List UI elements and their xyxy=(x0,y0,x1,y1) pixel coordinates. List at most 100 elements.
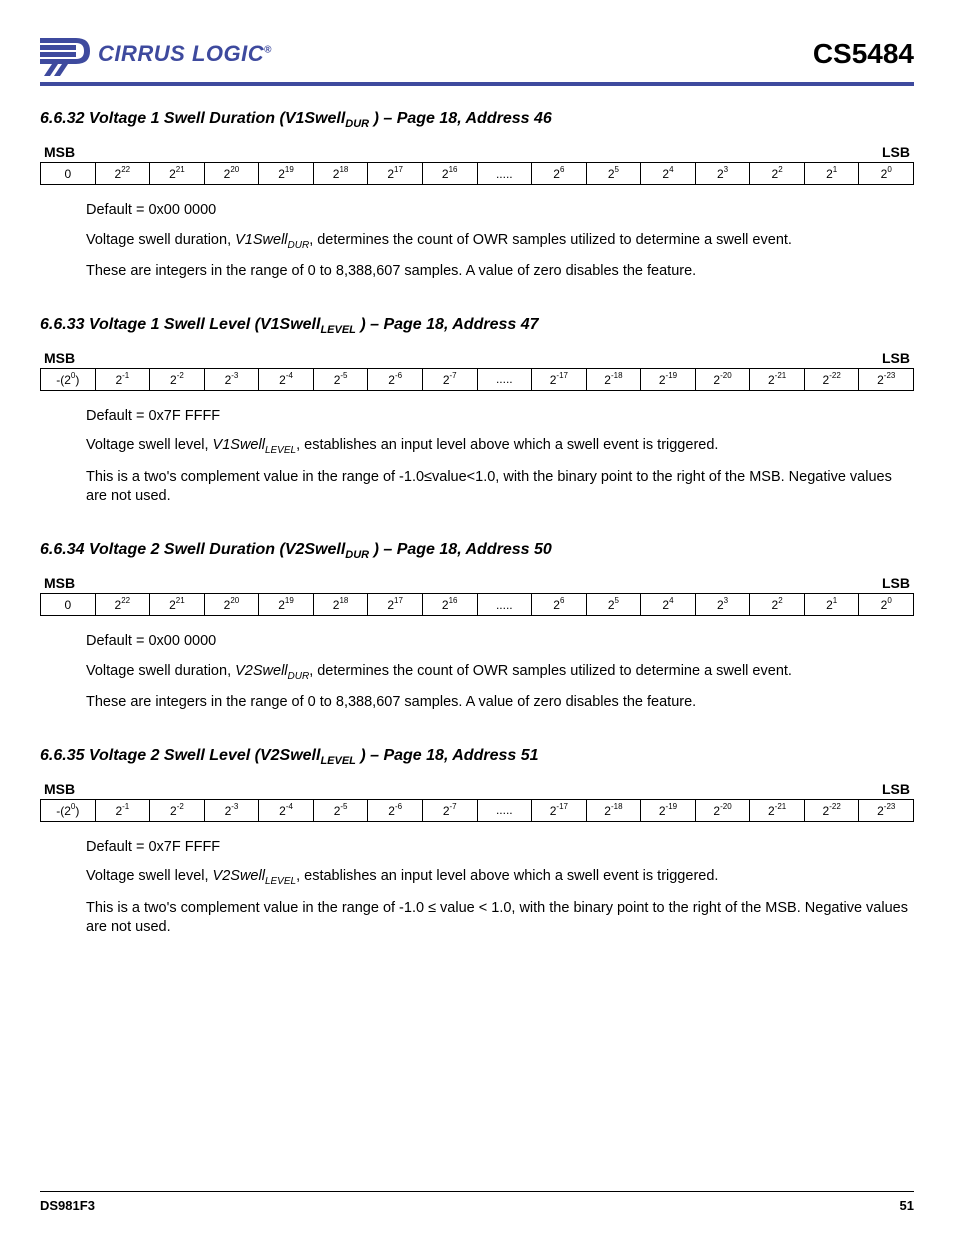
bit-field-table: 0222221220219218217216.....2625242322212… xyxy=(40,593,914,616)
description-paragraph: Voltage swell duration, V1SwellDUR, dete… xyxy=(86,231,914,252)
bit-cell: 222 xyxy=(95,163,150,185)
bit-cell: 2-6 xyxy=(368,368,423,390)
bit-cell: 2-5 xyxy=(313,368,368,390)
bit-cell: 21 xyxy=(804,594,859,616)
description-paragraph: This is a two's complement value in the … xyxy=(86,468,914,507)
lsb-label: LSB xyxy=(882,781,910,797)
section-heading: 6.6.35 Voltage 2 Swell Level (V2SwellLEV… xyxy=(40,747,914,767)
bit-cell: 219 xyxy=(259,594,314,616)
bit-cell: 2-2 xyxy=(150,368,205,390)
lsb-label: LSB xyxy=(882,144,910,160)
bit-cell: 2-1 xyxy=(95,368,150,390)
page-number: 51 xyxy=(900,1198,914,1213)
bit-cell: 2-18 xyxy=(586,368,641,390)
page-header: CIRRUS LOGIC® CS5484 xyxy=(40,32,914,86)
bit-cell: 2-7 xyxy=(422,368,477,390)
register-section: 6.6.35 Voltage 2 Swell Level (V2SwellLEV… xyxy=(40,747,914,938)
bit-cell: 26 xyxy=(532,594,587,616)
bit-cell: 2-20 xyxy=(695,368,750,390)
bit-cell: 2-17 xyxy=(532,368,587,390)
bit-cell: 2-22 xyxy=(804,799,859,821)
msb-lsb-labels: MSB LSB xyxy=(40,575,914,593)
description-paragraph: These are integers in the range of 0 to … xyxy=(86,262,914,282)
bit-cell: 2-21 xyxy=(750,368,805,390)
msb-lsb-labels: MSB LSB xyxy=(40,350,914,368)
bit-cell: 220 xyxy=(204,163,259,185)
default-value: Default = 0x00 0000 xyxy=(86,632,914,652)
bit-cell: 22 xyxy=(750,163,805,185)
bit-cell: 2-1 xyxy=(95,799,150,821)
default-value: Default = 0x00 0000 xyxy=(86,201,914,221)
bit-cell: 2-3 xyxy=(204,368,259,390)
bit-cell: ..... xyxy=(477,799,532,821)
bit-cell: 20 xyxy=(859,163,914,185)
bit-cell: 2-3 xyxy=(204,799,259,821)
default-value: Default = 0x7F FFFF xyxy=(86,407,914,427)
description-paragraph: Voltage swell level, V2SwellLEVEL, estab… xyxy=(86,867,914,888)
page: CIRRUS LOGIC® CS5484 6.6.32 Voltage 1 Sw… xyxy=(0,0,954,1235)
sections-container: 6.6.32 Voltage 1 Swell Duration (V1Swell… xyxy=(40,110,914,938)
bit-field-table: -(20)2-12-22-32-42-52-62-7.....2-172-182… xyxy=(40,368,914,391)
bit-cell: ..... xyxy=(477,163,532,185)
bit-cell: 2-20 xyxy=(695,799,750,821)
bit-cell: 218 xyxy=(313,163,368,185)
msb-label: MSB xyxy=(44,350,75,366)
bit-cell: 216 xyxy=(422,163,477,185)
bit-cell: 2-5 xyxy=(313,799,368,821)
default-value: Default = 0x7F FFFF xyxy=(86,838,914,858)
register-section: 6.6.32 Voltage 1 Swell Duration (V1Swell… xyxy=(40,110,914,282)
section-body: Default = 0x7F FFFF Voltage swell level, … xyxy=(86,407,914,507)
bit-cell: 2-17 xyxy=(532,799,587,821)
msb-lsb-labels: MSB LSB xyxy=(40,781,914,799)
bit-cell: 222 xyxy=(95,594,150,616)
logo-mark-icon xyxy=(40,32,92,76)
bit-cell: 2-22 xyxy=(804,368,859,390)
bit-cell: 26 xyxy=(532,163,587,185)
section-heading: 6.6.32 Voltage 1 Swell Duration (V1Swell… xyxy=(40,110,914,130)
bit-cell: 25 xyxy=(586,163,641,185)
msb-label: MSB xyxy=(44,575,75,591)
bit-cell: -(20) xyxy=(41,368,96,390)
bit-cell: 221 xyxy=(150,594,205,616)
bit-cell: 2-4 xyxy=(259,368,314,390)
bit-cell: 218 xyxy=(313,594,368,616)
section-body: Default = 0x7F FFFF Voltage swell level, … xyxy=(86,838,914,938)
bit-cell: 219 xyxy=(259,163,314,185)
part-number: CS5484 xyxy=(813,38,914,70)
msb-label: MSB xyxy=(44,144,75,160)
msb-label: MSB xyxy=(44,781,75,797)
bit-cell: 24 xyxy=(641,163,696,185)
logo-text: CIRRUS LOGIC® xyxy=(98,41,272,67)
logo: CIRRUS LOGIC® xyxy=(40,32,272,76)
bit-cell: 2-21 xyxy=(750,799,805,821)
bit-cell: 0 xyxy=(41,163,96,185)
section-body: Default = 0x00 0000Voltage swell duratio… xyxy=(86,632,914,713)
bit-cell: 2-23 xyxy=(859,368,914,390)
bit-cell: 21 xyxy=(804,163,859,185)
bit-cell: 217 xyxy=(368,163,423,185)
bit-cell: 2-19 xyxy=(641,368,696,390)
bit-cell: 2-2 xyxy=(150,799,205,821)
bit-cell: 2-18 xyxy=(586,799,641,821)
bit-cell: 220 xyxy=(204,594,259,616)
register-section: 6.6.34 Voltage 2 Swell Duration (V2Swell… xyxy=(40,541,914,713)
bit-field-table: 0222221220219218217216.....2625242322212… xyxy=(40,162,914,185)
bit-cell: ..... xyxy=(477,368,532,390)
bit-cell: 217 xyxy=(368,594,423,616)
bit-cell: 20 xyxy=(859,594,914,616)
description-paragraph: This is a two's complement value in the … xyxy=(86,899,914,938)
bit-cell: 23 xyxy=(695,594,750,616)
bit-cell: 23 xyxy=(695,163,750,185)
bit-cell: -(20) xyxy=(41,799,96,821)
description-paragraph: Voltage swell level, V1SwellLEVEL, estab… xyxy=(86,436,914,457)
description-paragraph: These are integers in the range of 0 to … xyxy=(86,693,914,713)
bit-cell: 2-19 xyxy=(641,799,696,821)
lsb-label: LSB xyxy=(882,350,910,366)
section-heading: 6.6.33 Voltage 1 Swell Level (V1SwellLEV… xyxy=(40,316,914,336)
lsb-label: LSB xyxy=(882,575,910,591)
bit-cell: 221 xyxy=(150,163,205,185)
section-body: Default = 0x00 0000 Voltage swell duratio… xyxy=(86,201,914,282)
bit-cell: 25 xyxy=(586,594,641,616)
bit-cell: 2-4 xyxy=(259,799,314,821)
bit-field-table: -(20)2-12-22-32-42-52-62-7.....2-172-182… xyxy=(40,799,914,822)
